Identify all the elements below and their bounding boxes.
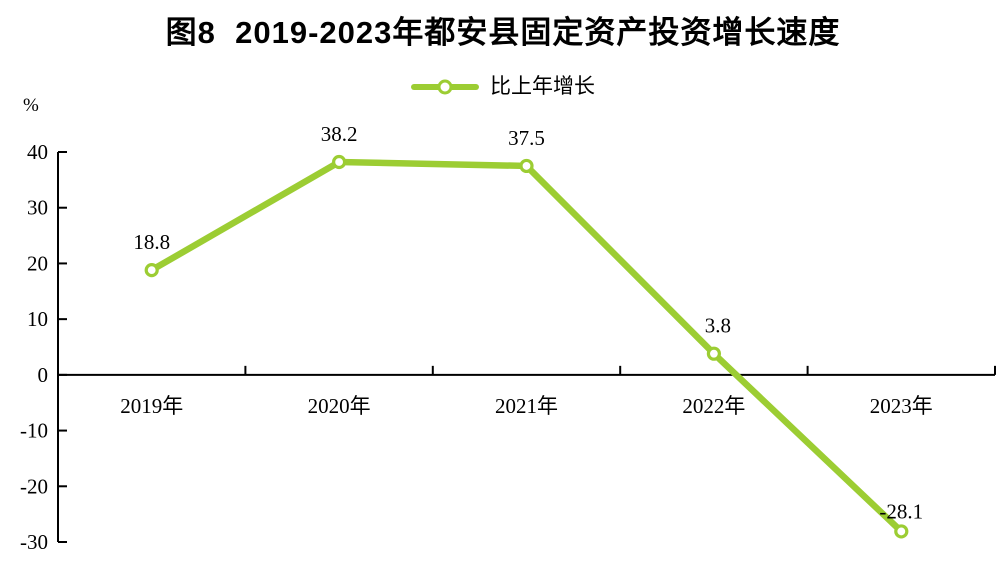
x-axis-category-label: 2021年 (495, 394, 558, 418)
y-axis-tick-label: -20 (20, 474, 48, 498)
data-point-label: 38.2 (321, 122, 358, 146)
y-axis-tick-label: 0 (38, 363, 49, 387)
data-line (148, 158, 905, 535)
data-point-marker (332, 154, 347, 170)
x-axis-category-label: 2020年 (308, 394, 371, 418)
y-axis-tick-label: 40 (27, 140, 48, 164)
data-point-marker (519, 158, 534, 174)
y-axis-tick-label: 10 (27, 307, 48, 331)
data-point-marker (144, 263, 159, 278)
x-axis-category-label: 2023年 (870, 394, 933, 418)
data-point-label: 18.8 (133, 230, 170, 254)
chart-title: 图8 2019-2023年都安县固定资产投资增长速度 (165, 15, 841, 50)
y-axis-tick-label: -10 (20, 419, 48, 443)
data-point-label: 37.5 (508, 126, 545, 150)
data-point-marker (706, 346, 722, 361)
y-axis-unit-label: % (23, 95, 39, 116)
y-axis-tick-label: 30 (27, 196, 48, 220)
data-point-label: 3.8 (705, 314, 731, 338)
legend-line-marker-icon (411, 79, 479, 94)
legend-label: 比上年增长 (490, 74, 595, 98)
x-axis-category-label: 2022年 (682, 394, 745, 418)
x-axis-category-label: 2019年 (120, 394, 183, 418)
y-axis-tick-label: -30 (20, 530, 48, 554)
legend: 比上年增长 (0, 76, 1006, 97)
y-axis-tick-label: 20 (27, 251, 48, 275)
data-point-marker (894, 524, 909, 539)
data-point-label: -28.1 (879, 499, 923, 523)
